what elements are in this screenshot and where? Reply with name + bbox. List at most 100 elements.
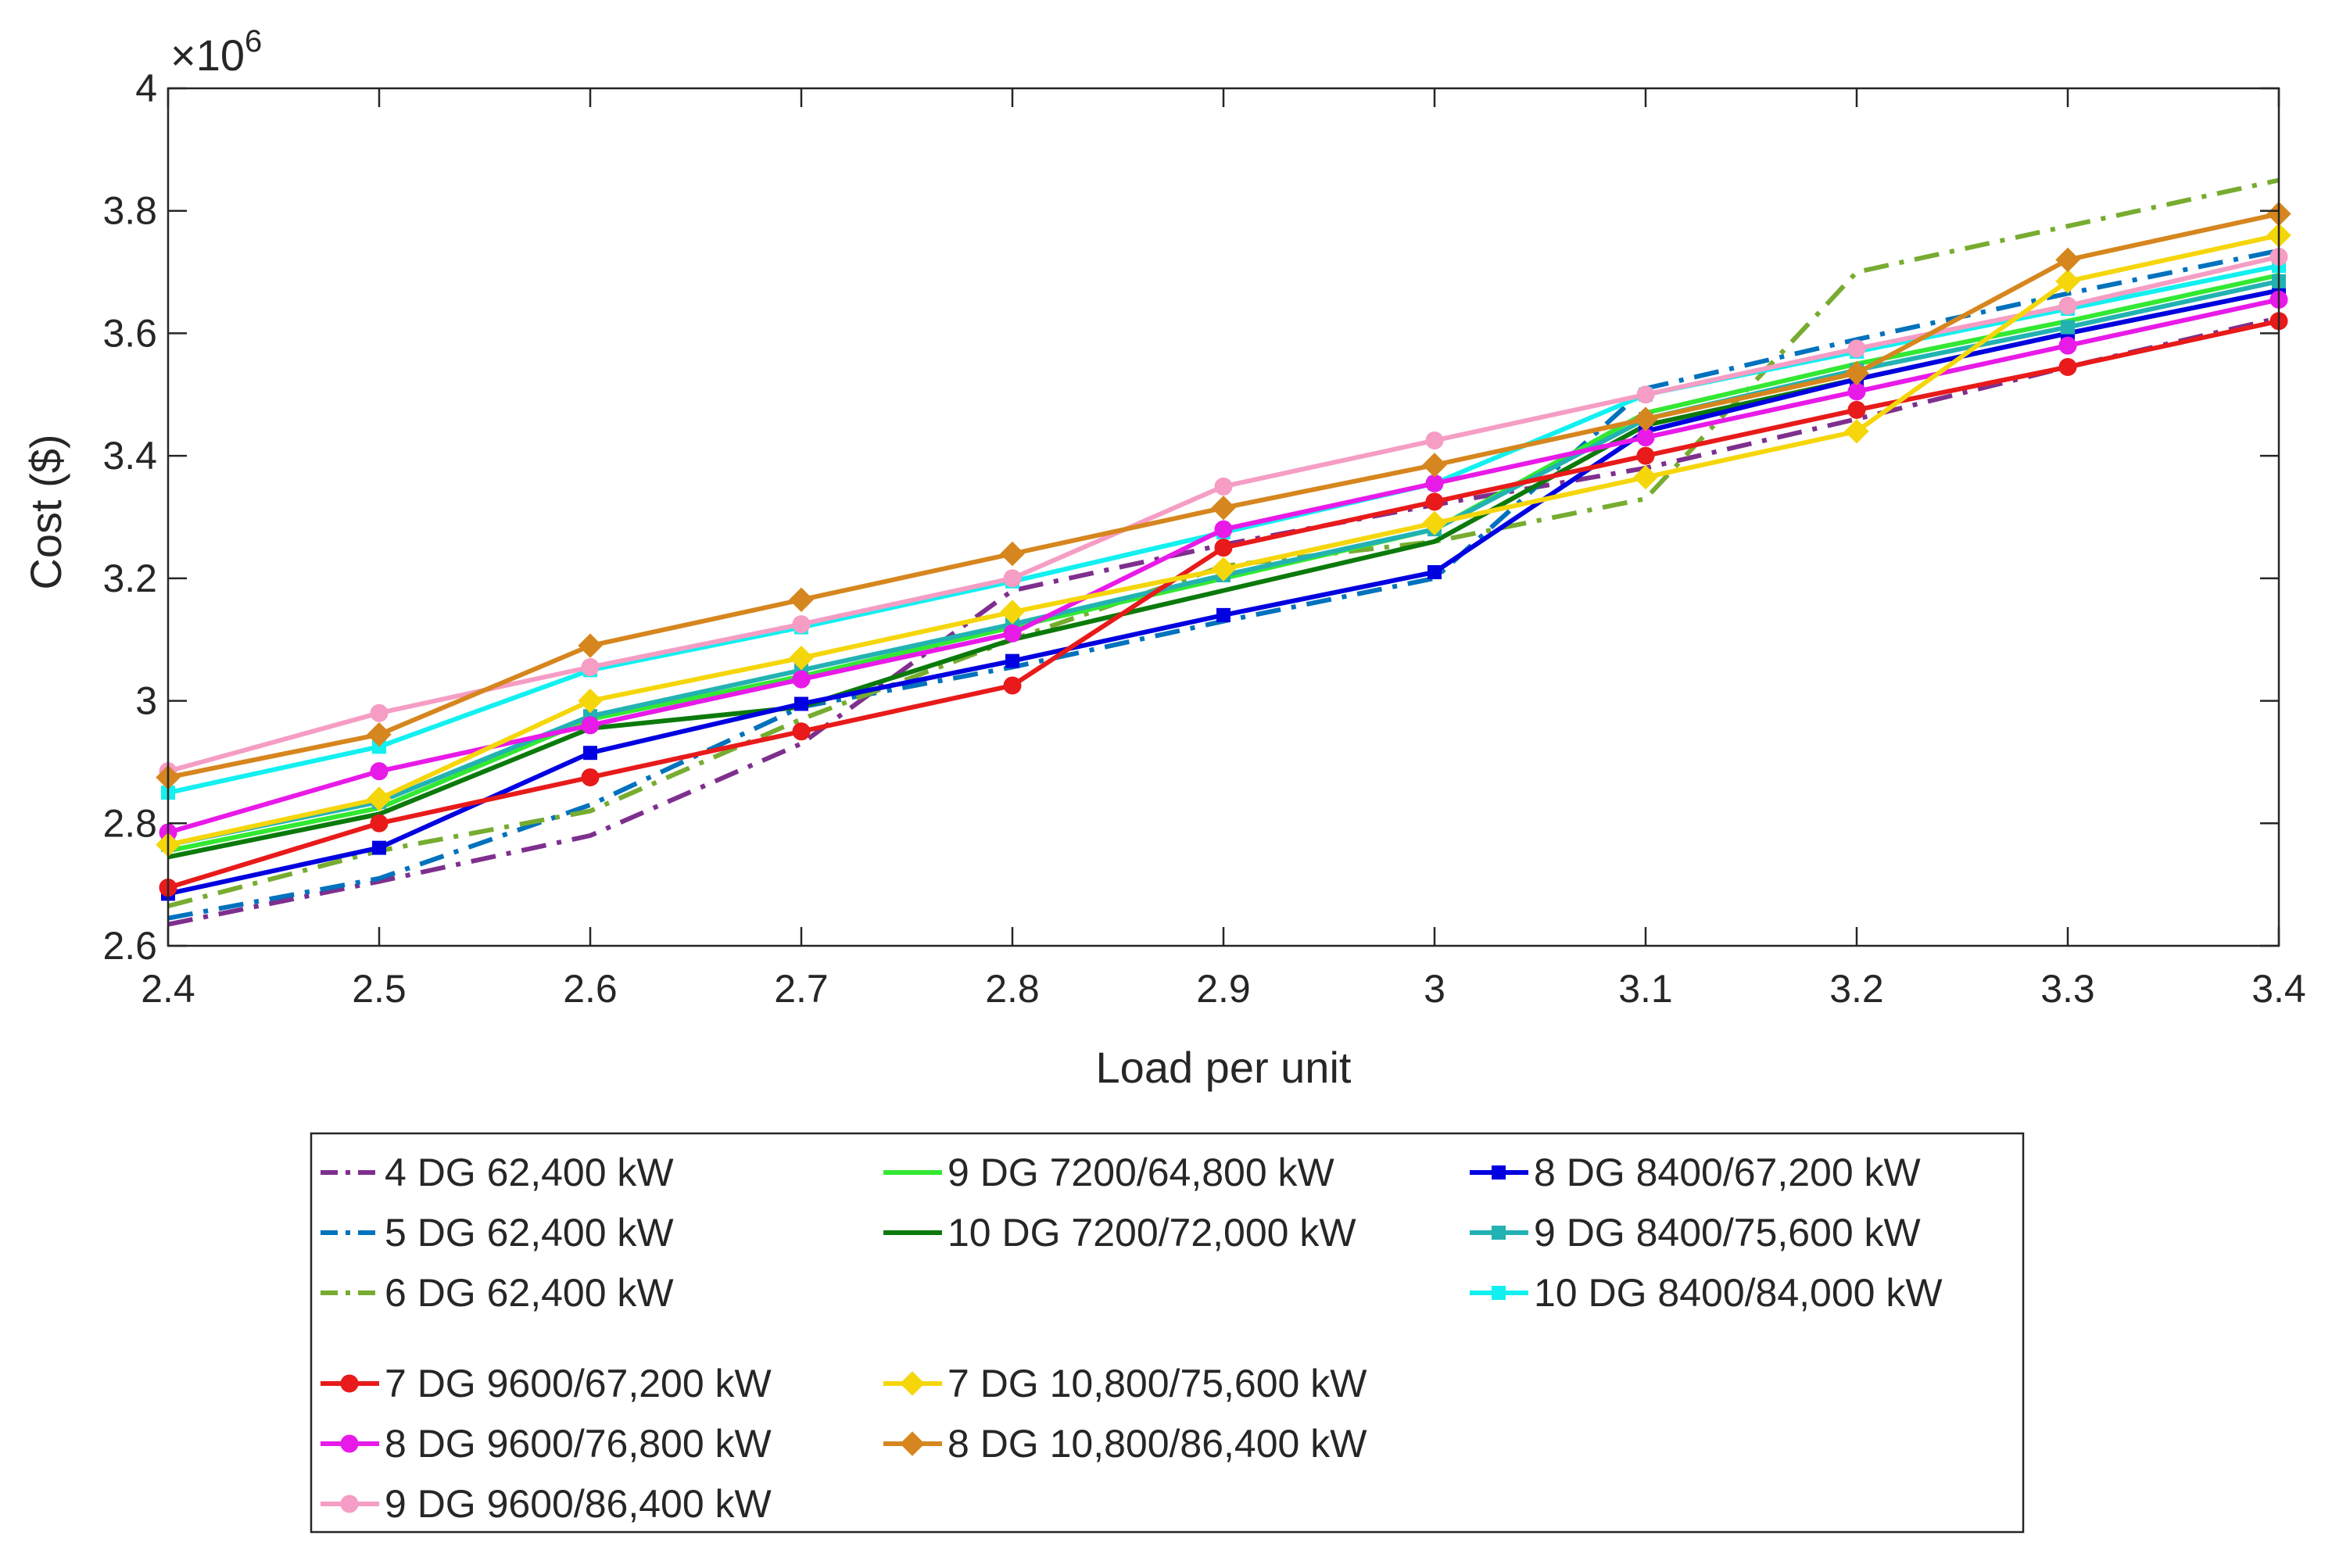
legend-item-9-dg-8400-75-600-kw: 9 DG 8400/75,600 kW xyxy=(1470,1211,1922,1255)
x-tick-label: 3 xyxy=(1424,967,1445,1011)
data-point xyxy=(1422,510,1447,536)
legend-item-8-dg-9600-76-800-kw: 8 DG 9600/76,800 kW xyxy=(321,1422,772,1466)
data-point xyxy=(578,688,603,714)
legend-marker xyxy=(1492,1286,1506,1300)
data-point xyxy=(581,657,600,676)
y-tick-label: 3.6 xyxy=(102,311,157,355)
data-point xyxy=(1847,400,1866,419)
legend-label: 8 DG 8400/67,200 kW xyxy=(1534,1151,1922,1194)
legend-label: 8 DG 10,800/86,400 kW xyxy=(947,1422,1367,1466)
data-point xyxy=(1211,496,1236,521)
data-point xyxy=(1847,382,1866,401)
series-6-dg-62-400-kw xyxy=(167,177,2280,909)
data-point xyxy=(583,746,597,761)
data-point xyxy=(2055,247,2080,273)
data-point xyxy=(789,646,814,671)
legend-item-8-dg-8400-67-200-kw: 8 DG 8400/67,200 kW xyxy=(1470,1151,1922,1194)
data-point xyxy=(1214,477,1233,496)
data-point xyxy=(578,633,603,658)
legend: 4 DG 62,400 kW 5 DG 62,400 kW 6 DG 62,400 … xyxy=(310,1132,2025,1534)
y-axis-title: Cost ($) xyxy=(21,434,70,589)
legend-label: 8 DG 9600/76,800 kW xyxy=(385,1422,772,1466)
data-point xyxy=(2058,336,2077,355)
data-point xyxy=(1425,474,1444,492)
legend-marker xyxy=(900,1371,925,1396)
legend-label: 9 DG 7200/64,800 kW xyxy=(947,1151,1335,1194)
data-point xyxy=(794,696,808,711)
data-point xyxy=(372,840,386,855)
legend-item-5-dg-62-400-kw: 5 DG 62,400 kW xyxy=(321,1211,674,1255)
data-point xyxy=(1003,569,1022,588)
data-point xyxy=(1633,464,1658,490)
series-7-dg-10-800-75-600-kw xyxy=(156,223,2291,857)
legend-item-9-dg-7200-64-800-kw: 9 DG 7200/64,800 kW xyxy=(883,1151,1335,1194)
data-point xyxy=(2055,269,2080,294)
data-point xyxy=(1422,453,1447,478)
x-tick-label: 2.7 xyxy=(774,967,829,1011)
legend-marker xyxy=(900,1431,925,1456)
legend-marker xyxy=(1492,1165,1506,1180)
y-tick-labels: 2.6 2.8 3 3.2 3.4 3.6 3.8 4 xyxy=(102,66,157,968)
legend-marker xyxy=(340,1374,359,1393)
legend-label: 6 DG 62,400 kW xyxy=(385,1271,674,1315)
data-point xyxy=(367,786,392,811)
legend-item-7-dg-10-800-75-600-kw: 7 DG 10,800/75,600 kW xyxy=(883,1362,1367,1405)
y-tick-label: 3.4 xyxy=(102,434,157,478)
legend-label: 9 DG 8400/75,600 kW xyxy=(1534,1211,1922,1255)
y-tick-label: 4 xyxy=(135,66,157,110)
data-point xyxy=(792,615,811,634)
x-tick-label: 2.9 xyxy=(1196,967,1251,1011)
x-tick-label: 2.6 xyxy=(563,967,618,1011)
data-point xyxy=(1636,446,1655,465)
y-axis-exponent: ×106 xyxy=(170,24,262,80)
data-point xyxy=(789,587,814,612)
legend-item-8-dg-10-800-86-400-kw: 8 DG 10,800/86,400 kW xyxy=(883,1422,1367,1466)
legend-label: 10 DG 8400/84,000 kW xyxy=(1534,1271,1943,1315)
legend-item-9-dg-9600-86-400-kw: 9 DG 9600/86,400 kW xyxy=(321,1482,772,1526)
data-point xyxy=(1636,385,1655,404)
y-tick-label: 2.6 xyxy=(102,924,157,968)
legend-item-10-dg-7200-72-000-kw: 10 DG 7200/72,000 kW xyxy=(883,1211,1356,1255)
data-point xyxy=(1427,565,1442,580)
legend-marker xyxy=(340,1434,359,1453)
data-point xyxy=(1636,428,1655,447)
data-point xyxy=(581,716,600,735)
data-point xyxy=(2061,320,2075,335)
data-point xyxy=(1214,520,1233,539)
legend-item-4-dg-62-400-kw: 4 DG 62,400 kW xyxy=(321,1151,674,1194)
data-point xyxy=(2058,358,2077,377)
x-tick-label: 3.2 xyxy=(1829,967,1884,1011)
data-point xyxy=(1000,541,1025,567)
x-axis-title: Load per unit xyxy=(1096,1043,1352,1092)
x-tick-label: 2.4 xyxy=(141,967,195,1011)
y-tick-label: 3 xyxy=(135,679,157,723)
data-point xyxy=(1847,339,1866,358)
y-tick-label: 2.8 xyxy=(102,801,157,845)
legend-label: 5 DG 62,400 kW xyxy=(385,1211,674,1255)
legend-box xyxy=(310,1132,2025,1534)
data-point xyxy=(1214,539,1233,557)
series-line xyxy=(167,177,2280,909)
legend-label: 7 DG 10,800/75,600 kW xyxy=(947,1362,1367,1405)
data-point xyxy=(2058,296,2077,315)
data-point xyxy=(1003,676,1022,695)
x-tick-label: 2.8 xyxy=(985,967,1040,1011)
legend-item-10-dg-8400-84-000-kw: 10 DG 8400/84,000 kW xyxy=(1470,1271,1943,1315)
x-tick-label: 3.4 xyxy=(2251,967,2306,1011)
data-point xyxy=(1633,406,1658,431)
legend-label: 7 DG 9600/67,200 kW xyxy=(385,1362,772,1405)
data-point xyxy=(1844,419,1869,444)
y-tick-label: 3.2 xyxy=(102,557,157,600)
axis-ticks xyxy=(167,87,2280,947)
legend-label: 9 DG 9600/86,400 kW xyxy=(385,1482,772,1526)
series-7-dg-9600-67-200-kw xyxy=(159,312,2288,897)
data-point xyxy=(1216,607,1230,622)
x-tick-label: 3.3 xyxy=(2040,967,2095,1011)
series-8-dg-9600-76-800-kw xyxy=(159,290,2288,842)
data-point xyxy=(367,721,392,747)
data-point xyxy=(1003,624,1022,643)
data-point xyxy=(792,670,811,689)
data-point xyxy=(1425,431,1444,450)
x-tick-label: 2.5 xyxy=(352,967,407,1011)
